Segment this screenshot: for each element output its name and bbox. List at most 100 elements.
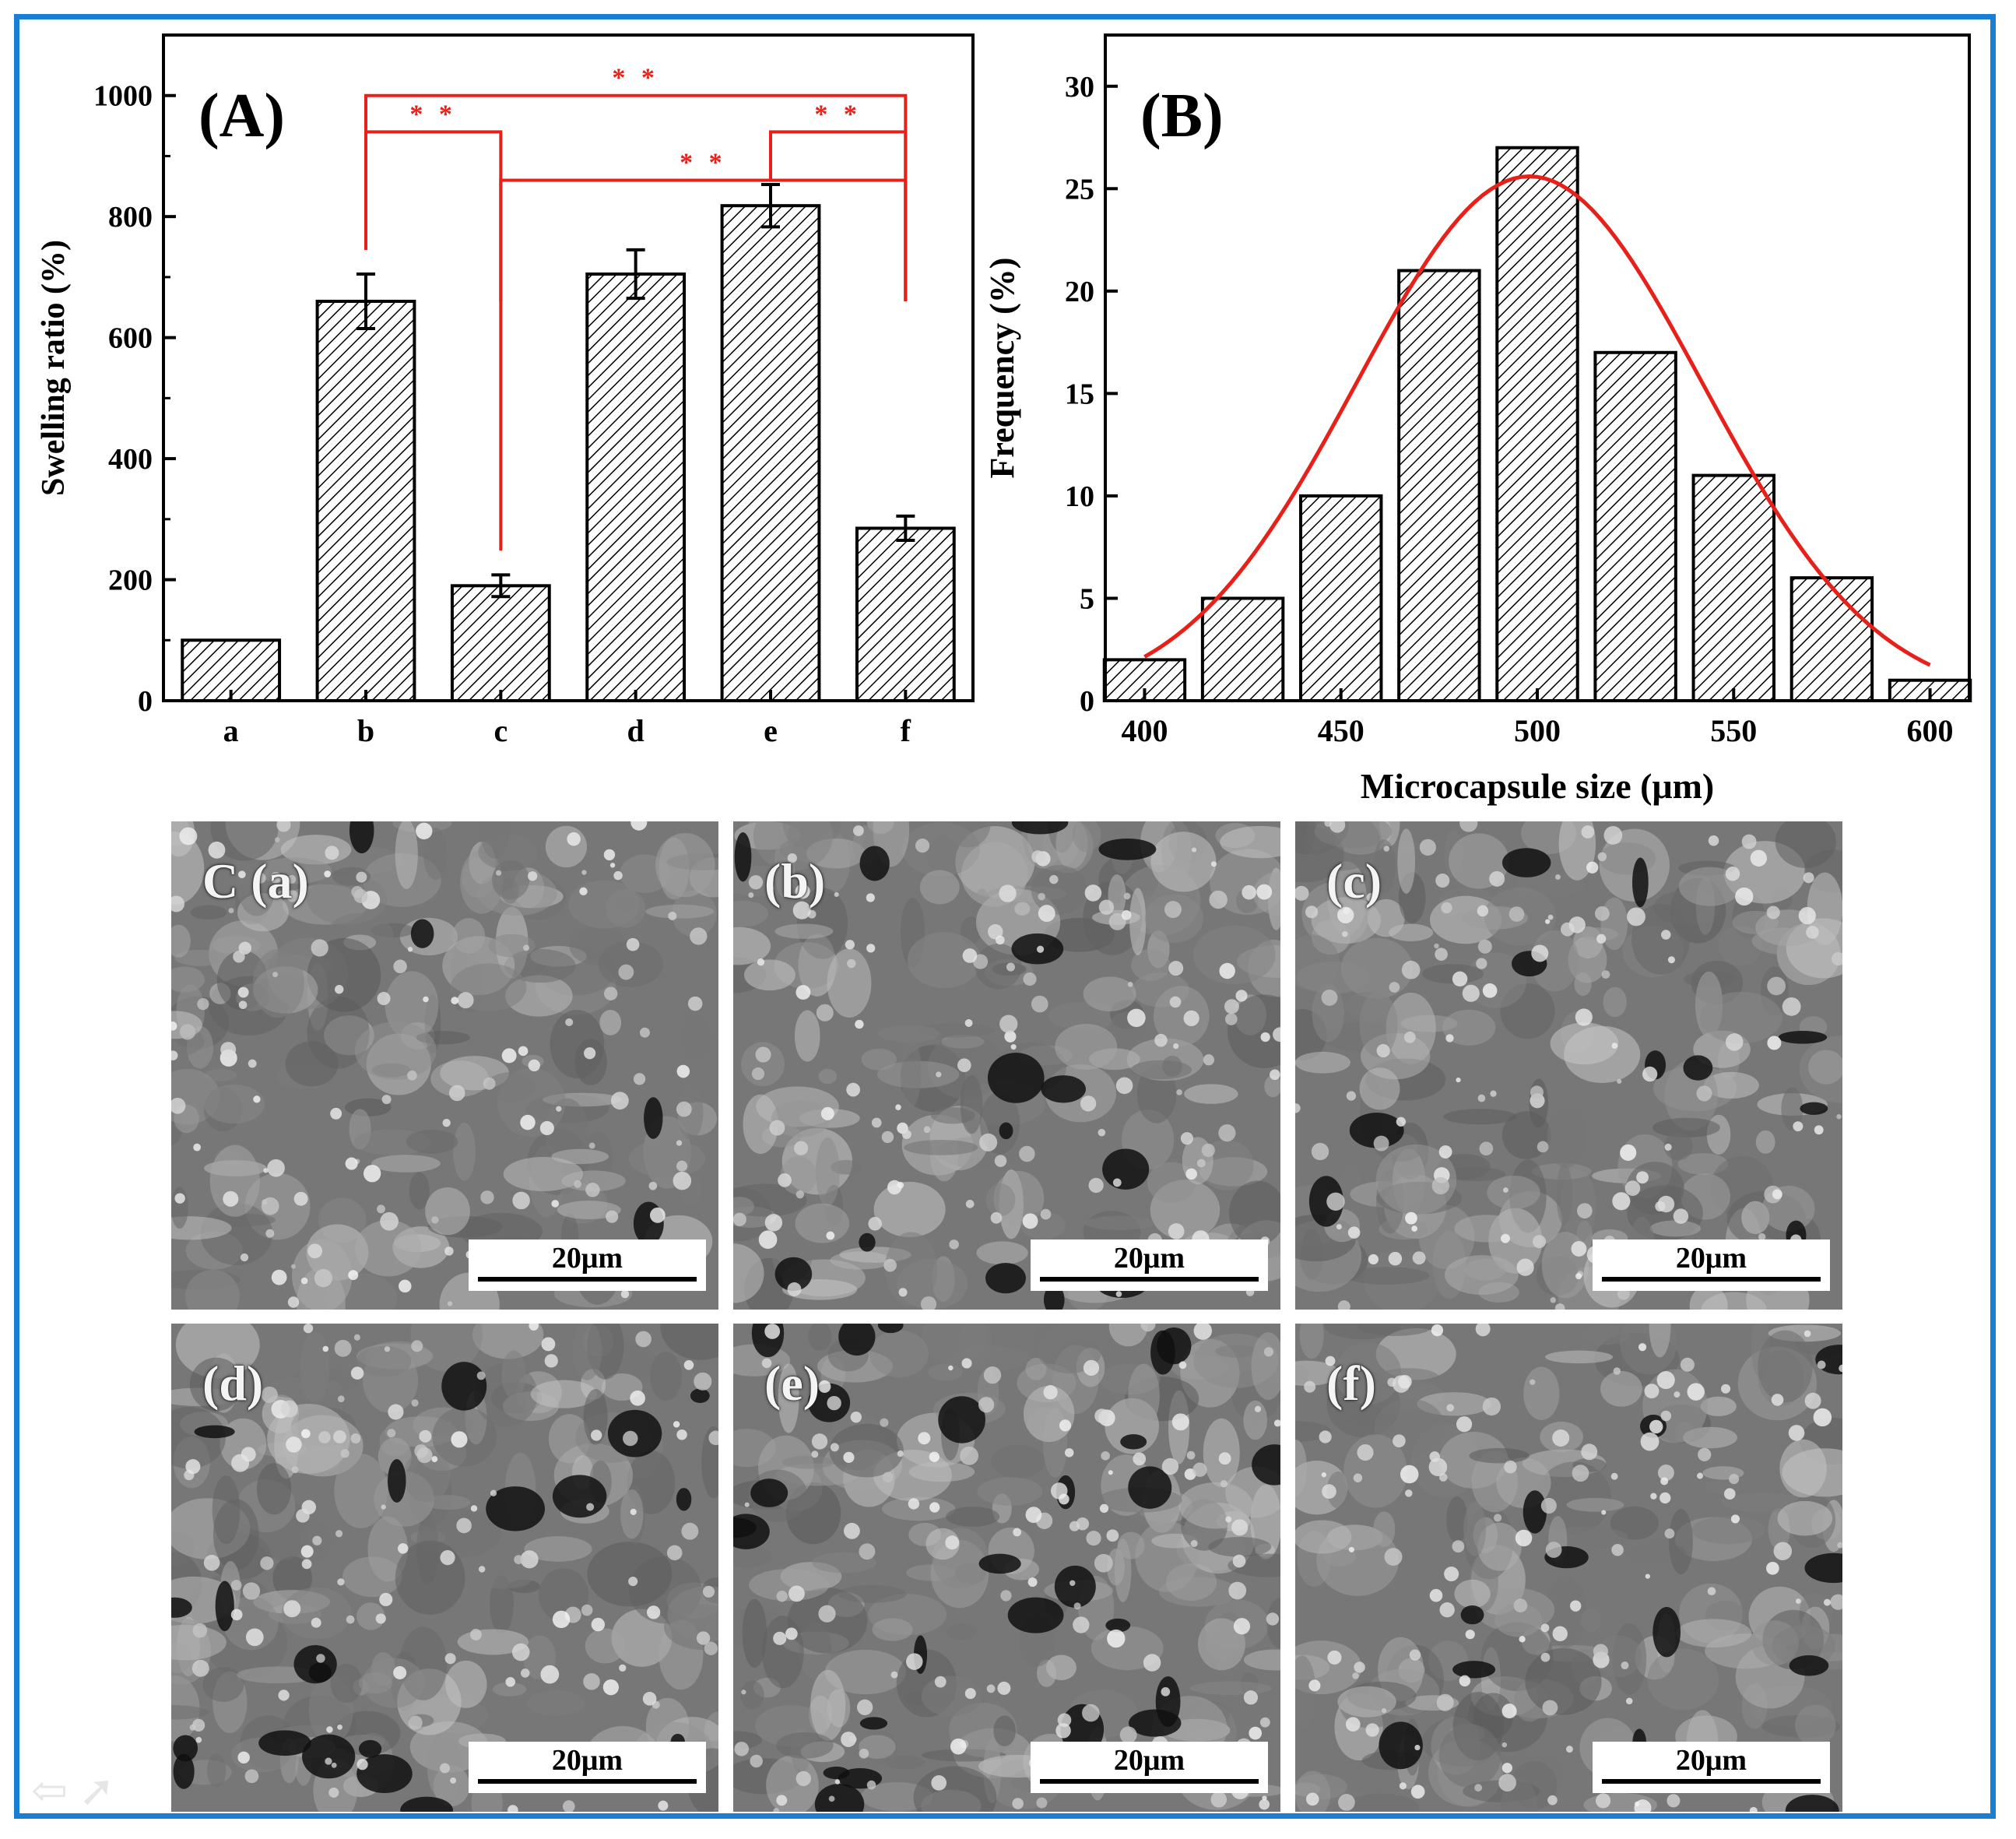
- sem-grain: [1649, 1324, 1671, 1358]
- sem-grain: [1718, 925, 1763, 966]
- sem-pore: [1501, 848, 1551, 877]
- sem-particle: [1225, 1013, 1238, 1025]
- y-tick-label: 200: [108, 564, 153, 597]
- bar-d: [585, 273, 687, 703]
- sem-particle: [1366, 893, 1375, 902]
- sem-pore: [690, 1388, 710, 1404]
- sem-particle: [750, 1754, 763, 1768]
- sem-particle: [898, 1288, 908, 1297]
- sem-pore: [676, 1488, 692, 1511]
- scale-bar-line: [478, 1277, 697, 1282]
- sem-particle: [581, 870, 587, 875]
- sem-grain: [794, 1010, 820, 1062]
- sem-particle: [1337, 1300, 1350, 1310]
- sem-grain: [808, 1324, 832, 1352]
- sem-particle: [999, 884, 1017, 902]
- sem-particle: [335, 985, 344, 994]
- sem-particle: [1190, 1540, 1198, 1547]
- sem-particle: [476, 1371, 486, 1380]
- sem-particle: [1650, 1493, 1657, 1500]
- sem-particle: [694, 1372, 712, 1391]
- sem-grain: [171, 924, 191, 958]
- sem-grain: [524, 1536, 592, 1562]
- sem-particle: [1231, 1519, 1249, 1536]
- sem-grain: [975, 944, 1022, 990]
- sem-particle: [334, 1339, 352, 1357]
- sem-particle: [1661, 930, 1671, 940]
- sem-particle: [523, 944, 530, 951]
- sem-particle: [1058, 1493, 1069, 1505]
- sem-particle: [610, 1092, 629, 1110]
- sem-particle: [248, 1059, 257, 1068]
- sem-particle: [1082, 1704, 1100, 1722]
- sem-particle: [265, 1229, 275, 1238]
- sem-particle: [1664, 1143, 1672, 1152]
- sem-grain: [1108, 1324, 1148, 1347]
- sem-pore: [1778, 1030, 1828, 1044]
- sem-particle: [1477, 905, 1489, 917]
- sem-grain: [1487, 1175, 1540, 1210]
- sem-grain: [354, 1021, 437, 1080]
- sem-particle: [761, 1358, 772, 1369]
- sem-pore: [733, 1514, 770, 1549]
- sem-particle: [1435, 948, 1448, 961]
- sem-particle: [356, 1758, 368, 1770]
- sem-particle: [1667, 956, 1675, 964]
- sem-particle: [846, 1082, 861, 1097]
- sem-particle: [579, 887, 588, 896]
- sem-pore: [750, 1479, 788, 1507]
- histogram-bar: [1102, 658, 1187, 703]
- sem-particle: [668, 911, 677, 921]
- sem-particle: [262, 1199, 268, 1205]
- sem-particle: [702, 1585, 715, 1598]
- sem-particle: [619, 1664, 627, 1672]
- sem-grain: [733, 1544, 772, 1568]
- sem-grain: [1144, 894, 1203, 943]
- sem-grain: [252, 948, 304, 1018]
- sem-particle: [834, 1779, 841, 1784]
- sem-particle: [828, 1795, 835, 1802]
- sem-particle: [778, 1173, 792, 1187]
- sem-particle: [300, 1277, 308, 1285]
- y-tick-label: 400: [108, 443, 153, 476]
- sem-grain: [1243, 1649, 1280, 1671]
- sem-grain: [904, 1140, 978, 1155]
- sem-grain: [1676, 1619, 1752, 1648]
- sem-particle: [1171, 1413, 1189, 1431]
- sem-particle: [1723, 1488, 1736, 1500]
- sem-particle: [1080, 1095, 1097, 1112]
- sem-grain: [355, 1220, 422, 1277]
- sem-particle: [286, 1436, 302, 1453]
- sem-particle: [588, 1142, 595, 1149]
- sem-grain: [423, 828, 448, 881]
- sem-grain: [1084, 1215, 1154, 1230]
- sem-grain: [733, 900, 769, 927]
- sem-particle: [1788, 1425, 1805, 1441]
- scale-bar: 20μm: [469, 1239, 706, 1291]
- sem-particle: [1555, 874, 1561, 880]
- sem-grain: [907, 932, 982, 989]
- sem-particle: [1210, 1791, 1228, 1808]
- scale-bar-label: 20μm: [551, 1242, 623, 1275]
- sem-grain: [212, 1475, 241, 1545]
- sem-particle: [751, 1067, 765, 1081]
- sem-particle: [687, 996, 703, 1011]
- sem-grain: [1375, 1144, 1457, 1215]
- sem-grain: [1264, 1075, 1280, 1098]
- sem-particle: [755, 1046, 771, 1063]
- sem-particle: [1644, 1384, 1660, 1399]
- sem-particle: [1611, 1543, 1624, 1556]
- sem-grain: [371, 1155, 441, 1173]
- sem-grain: [1295, 1051, 1350, 1074]
- sem-particle: [1347, 1226, 1361, 1239]
- sem-particle: [887, 1180, 902, 1195]
- sem-particle: [1419, 839, 1436, 856]
- sem-particle: [444, 1653, 456, 1665]
- sem-particle: [1373, 1135, 1389, 1152]
- sem-grain: [872, 1618, 913, 1641]
- size-distribution-chart: 0 5 10 15 20 25 30 400 450 500 550 600 Microcapsule …: [983, 33, 1972, 806]
- sem-particle: [171, 1098, 186, 1114]
- sem-particle: [541, 1337, 556, 1352]
- sem-particle: [1357, 1443, 1374, 1461]
- sem-particle: [1575, 1008, 1593, 1026]
